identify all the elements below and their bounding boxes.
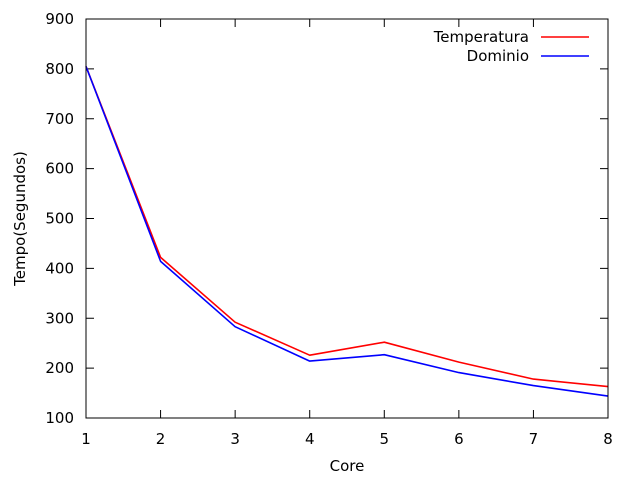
- x-tick-label: 1: [81, 430, 91, 448]
- series-line-temperatura: [85, 66, 609, 388]
- series-layer: [85, 66, 609, 397]
- y-tick-label: 300: [45, 309, 74, 327]
- x-axis-label: Core: [330, 457, 365, 475]
- x-tick-label: 2: [156, 430, 166, 448]
- y-tick-label: 600: [45, 160, 74, 178]
- x-tick-label: 8: [603, 430, 613, 448]
- plot-frame: [85, 18, 609, 419]
- y-tick-label: 500: [45, 210, 74, 228]
- x-tick-label: 5: [380, 430, 390, 448]
- y-tick-label: 200: [45, 359, 74, 377]
- series-line-dominio: [85, 66, 609, 397]
- y-tick-label: 900: [45, 10, 74, 28]
- x-tick-label: 7: [529, 430, 539, 448]
- x-tick-label: 4: [305, 430, 315, 448]
- x-tick-label: 6: [454, 430, 464, 448]
- y-tick-label: 100: [45, 409, 74, 427]
- x-tick-label: 3: [230, 430, 240, 448]
- legend-label-dominio: Dominio: [467, 47, 529, 65]
- y-tick-label: 800: [45, 60, 74, 78]
- y-axis-label: Tempo(Segundos): [11, 151, 29, 287]
- y-tick-label: 700: [45, 110, 74, 128]
- y-tick-label: 400: [45, 259, 74, 277]
- ticks-layer: 100 200 300 400 500 600 700 800 900 1 2 3 4 5 6 7 8: [45, 10, 612, 448]
- legend-label-temperatura: Temperatura: [433, 28, 529, 46]
